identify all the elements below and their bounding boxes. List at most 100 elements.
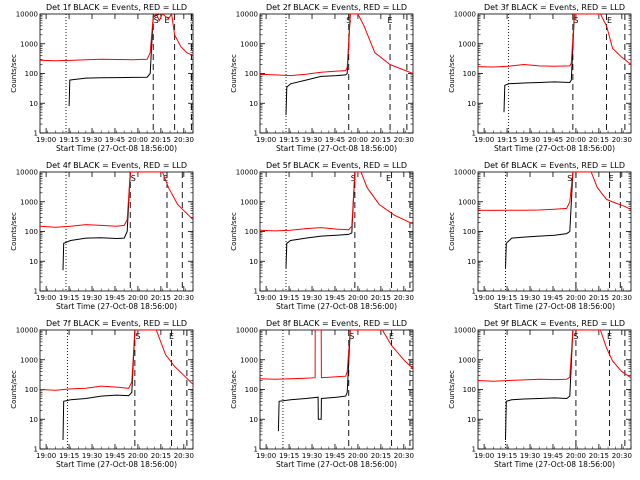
y-tick-label: 10000	[454, 327, 476, 335]
y-tick-label: 1000	[20, 40, 38, 48]
y-tick-label: 10	[29, 100, 38, 108]
y-tick-label: 100	[245, 70, 258, 78]
lld-series-line	[40, 172, 193, 228]
flare-marker-label: S	[131, 174, 136, 183]
panel-title: Det 7f BLACK = Events, RED = LLD	[46, 319, 187, 328]
y-axis-label: Counts/sec	[10, 54, 18, 93]
flare-marker-label: E	[164, 16, 169, 25]
panel-title: Det 3f BLACK = Events, RED = LLD	[484, 3, 625, 12]
flare-marker-label: E	[607, 16, 612, 25]
x-tick-label: 19:00	[474, 452, 494, 460]
x-tick-label: 20:00	[348, 136, 368, 144]
events-series-line	[285, 172, 358, 268]
x-tick-label: 20:15	[371, 136, 391, 144]
x-tick-label: 20:15	[151, 452, 171, 460]
events-series-line	[505, 330, 579, 441]
x-tick-label: 19:45	[325, 452, 345, 460]
y-axis-label: Counts/sec	[448, 212, 456, 251]
flare-marker-label: E	[609, 174, 614, 183]
y-tick-label: 1	[34, 288, 38, 296]
y-tick-label: 100	[25, 70, 38, 78]
panel-title: Det 1f BLACK = Events, RED = LLD	[46, 3, 187, 12]
y-tick-label: 1000	[458, 198, 476, 206]
panel-title: Det 5f BLACK = Events, RED = LLD	[266, 161, 407, 170]
x-tick-label: 19:00	[256, 294, 276, 302]
y-tick-label: 10000	[16, 11, 38, 19]
x-tick-label: 19:15	[497, 136, 517, 144]
plot-frame	[477, 329, 632, 450]
flare-marker-label: S	[567, 174, 572, 183]
x-tick-label: 19:45	[543, 452, 563, 460]
x-tick-label: 19:45	[543, 136, 563, 144]
y-tick-label: 1	[472, 288, 476, 296]
x-tick-label: 19:00	[36, 452, 56, 460]
flare-marker-label: E	[389, 332, 394, 341]
detector-panel: Det 4f BLACK = Events, RED = LLD 1 10 100 10…	[10, 161, 194, 311]
flare-marker-label: S	[154, 16, 159, 25]
lld-series-line	[260, 172, 413, 232]
y-tick-label: 100	[463, 70, 476, 78]
x-tick-label: 19:30	[82, 136, 102, 144]
plot-frame	[39, 13, 194, 134]
x-axis-label: Start Time (27-Oct-08 18:56:00)	[56, 460, 177, 469]
x-tick-label: 20:30	[174, 452, 194, 460]
x-tick-label: 20:00	[348, 452, 368, 460]
x-axis-label: Start Time (27-Oct-08 18:56:00)	[494, 302, 615, 311]
x-tick-label: 20:15	[151, 294, 171, 302]
x-tick-label: 20:30	[174, 136, 194, 144]
flare-marker-label: S	[135, 332, 140, 341]
events-series-line	[285, 14, 355, 116]
y-tick-label: 10	[249, 100, 258, 108]
x-axis-label: Start Time (27-Oct-08 18:56:00)	[56, 302, 177, 311]
x-tick-label: 19:30	[520, 452, 540, 460]
x-tick-label: 20:15	[151, 136, 171, 144]
x-tick-label: 19:30	[302, 294, 322, 302]
y-axis-label: Counts/sec	[10, 370, 18, 409]
x-axis-label: Start Time (27-Oct-08 18:56:00)	[494, 460, 615, 469]
y-tick-label: 10000	[16, 169, 38, 177]
y-tick-label: 10	[467, 416, 476, 424]
y-tick-label: 1	[472, 130, 476, 138]
y-axis-label: Counts/sec	[230, 54, 238, 93]
y-tick-label: 1000	[458, 40, 476, 48]
events-series-line	[62, 330, 141, 441]
x-tick-label: 20:30	[394, 136, 414, 144]
x-tick-label: 20:00	[348, 294, 368, 302]
events-series-line	[277, 330, 355, 432]
y-tick-label: 1000	[240, 356, 258, 364]
y-tick-label: 1000	[240, 40, 258, 48]
y-tick-label: 100	[25, 228, 38, 236]
y-tick-label: 100	[245, 386, 258, 394]
x-tick-label: 20:00	[566, 452, 586, 460]
x-tick-label: 19:00	[474, 136, 494, 144]
flare-marker-label: S	[573, 332, 578, 341]
x-tick-label: 19:30	[82, 452, 102, 460]
y-axis-label: Counts/sec	[448, 370, 456, 409]
y-tick-label: 10	[249, 416, 258, 424]
x-tick-label: 20:15	[589, 452, 609, 460]
x-tick-label: 19:15	[497, 294, 517, 302]
plot-frame	[259, 329, 414, 450]
y-tick-label: 1	[254, 288, 258, 296]
x-tick-label: 19:30	[302, 452, 322, 460]
y-tick-label: 10	[467, 258, 476, 266]
y-tick-label: 10	[467, 100, 476, 108]
x-tick-label: 19:00	[256, 452, 276, 460]
y-tick-label: 1000	[458, 356, 476, 364]
panel-title: Det 8f BLACK = Events, RED = LLD	[266, 319, 407, 328]
x-tick-label: 19:45	[105, 294, 125, 302]
y-tick-label: 1	[254, 446, 258, 454]
flare-marker-label: E	[169, 332, 174, 341]
x-tick-label: 19:30	[520, 294, 540, 302]
x-tick-label: 19:15	[59, 452, 79, 460]
y-axis-label: Counts/sec	[448, 54, 456, 93]
lld-series-line	[40, 330, 193, 391]
x-tick-label: 20:00	[128, 294, 148, 302]
x-axis-label: Start Time (27-Oct-08 18:56:00)	[56, 144, 177, 153]
detector-panel: Det 9f BLACK = Events, RED = LLD 1 10 100 10…	[448, 319, 632, 469]
y-axis-label: Counts/sec	[230, 370, 238, 409]
y-tick-label: 1000	[20, 356, 38, 364]
panel-title: Det 2f BLACK = Events, RED = LLD	[266, 3, 407, 12]
x-tick-label: 19:30	[302, 136, 322, 144]
events-series-line	[505, 172, 579, 268]
